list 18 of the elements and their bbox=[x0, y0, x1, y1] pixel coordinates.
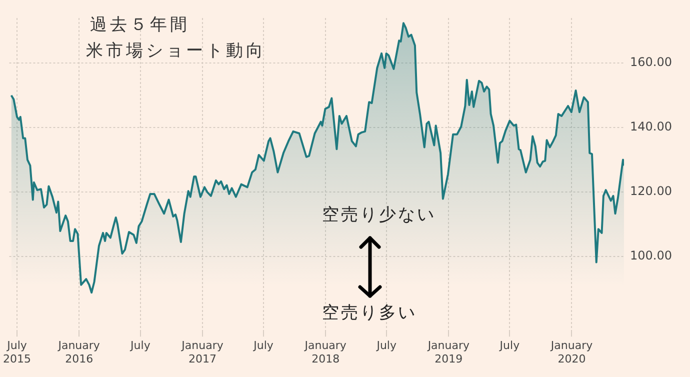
x-tick-label: July 2015 bbox=[3, 339, 32, 366]
y-tick-label: 120.00 bbox=[630, 184, 672, 198]
x-tick-label: July bbox=[252, 339, 274, 352]
annotation: 空売り少ない bbox=[322, 204, 436, 226]
x-tick-label: January 2018 bbox=[304, 339, 347, 366]
y-tick-label: 100.00 bbox=[630, 248, 672, 263]
chart-title: 過去５年間 bbox=[90, 14, 190, 36]
annotation: 空売り多い bbox=[322, 302, 417, 324]
y-tick-label: 160.00 bbox=[630, 55, 672, 70]
y-tick-label: 140.00 bbox=[630, 120, 672, 134]
x-tick-label: July bbox=[376, 339, 397, 352]
x-tick-label: January 2017 bbox=[180, 339, 224, 366]
x-tick-label: January 2019 bbox=[426, 339, 470, 366]
x-tick-label: January 2020 bbox=[550, 339, 594, 366]
x-tick-label: July bbox=[130, 339, 151, 352]
x-tick-label: July bbox=[498, 339, 520, 352]
text: 米市場ショート動向 bbox=[86, 40, 266, 62]
x-tick-label: January 2016 bbox=[57, 339, 100, 366]
